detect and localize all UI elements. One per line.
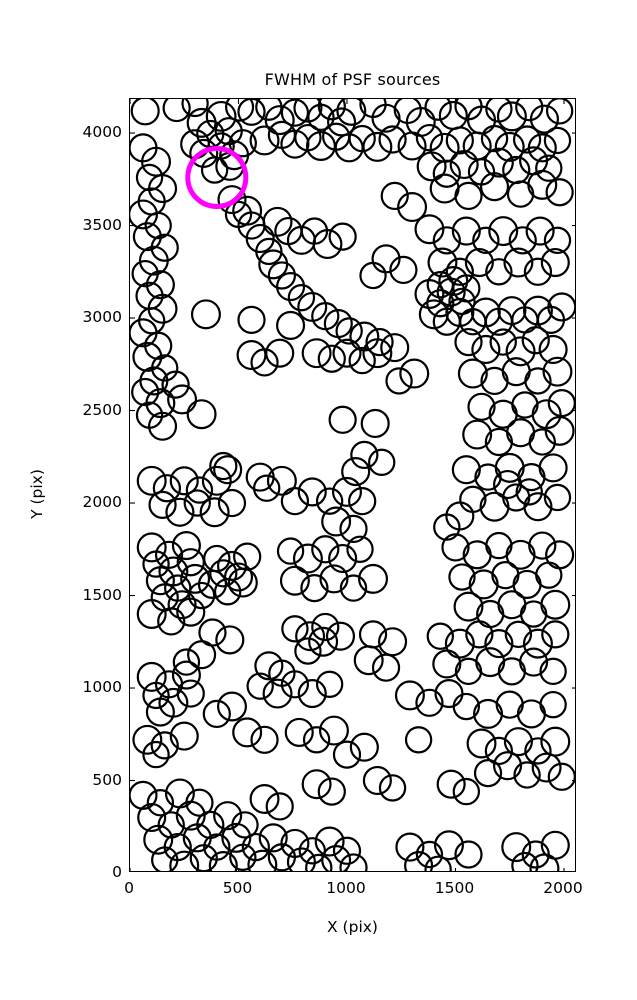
psf-source-circles: [130, 99, 575, 871]
y-tick-label: 0: [112, 863, 122, 881]
x-axis-label: X (pix): [327, 918, 378, 936]
y-tick-label: 2500: [82, 400, 122, 419]
y-axis-label: Y (pix): [28, 469, 46, 519]
highlighted-source-circle: [185, 145, 249, 209]
y-tick-label: 1500: [82, 585, 122, 604]
x-tick-label: 0: [124, 879, 134, 897]
x-tick-label: 2000: [543, 879, 583, 897]
x-axis-tick-labels: 0 500 1000 1500 2000: [124, 879, 583, 905]
y-tick-label: 1000: [82, 678, 122, 696]
x-tick-label: 1000: [326, 879, 366, 897]
x-tick-label: 1500: [434, 879, 475, 897]
y-tick-label: 500: [92, 770, 122, 789]
page-title: FWHM of PSF sources: [264, 70, 441, 89]
y-tick-label: 3000: [82, 308, 122, 327]
x-tick-label: 500: [222, 879, 253, 897]
y-tick-label: 3500: [82, 215, 122, 234]
scatter-canvas: [130, 99, 575, 871]
y-axis-tick-labels: 0 500 1000 1500 2000 2500 3000 3500 4000: [50, 98, 122, 881]
y-tick-label: 4000: [82, 123, 122, 142]
y-tick-label: 2000: [82, 493, 122, 512]
plot-axes: [129, 98, 576, 872]
